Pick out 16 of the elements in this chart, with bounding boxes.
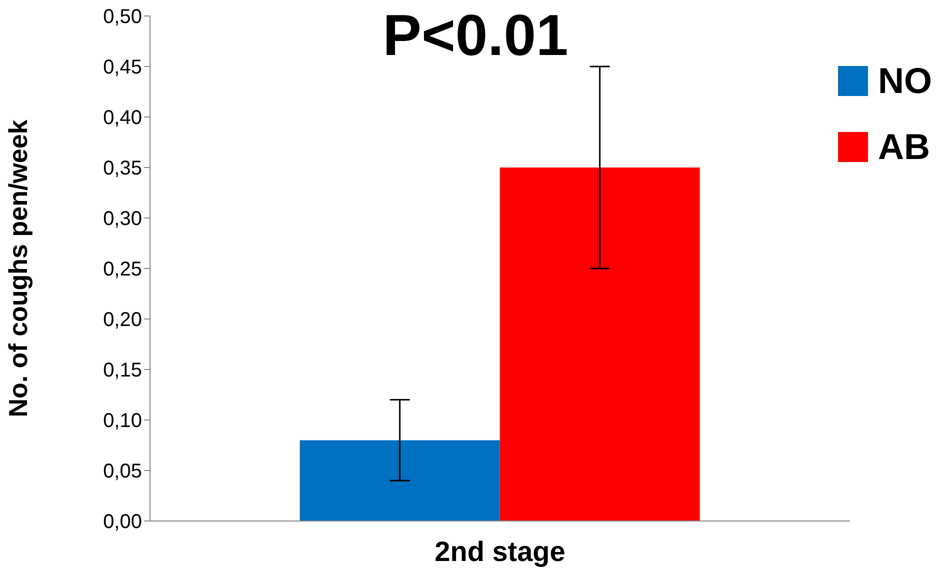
y-tick-label: 0,05 bbox=[103, 460, 142, 483]
y-tick-label: 0,00 bbox=[103, 511, 142, 534]
y-tick-label: 0,50 bbox=[103, 6, 142, 28]
legend-label: NO bbox=[878, 60, 932, 102]
y-tick-label: 0,30 bbox=[103, 208, 142, 230]
y-tick-label: 0,25 bbox=[103, 258, 142, 281]
legend-label: AB bbox=[878, 126, 930, 168]
y-axis-title: No. of coughs pen/week bbox=[3, 119, 34, 418]
y-tick-label: 0,35 bbox=[103, 158, 142, 180]
y-tick-label: 0,10 bbox=[103, 410, 142, 432]
y-tick-label: 0,40 bbox=[103, 107, 142, 130]
chart-title: P<0.01 bbox=[382, 2, 570, 69]
y-tick-label: 0,20 bbox=[103, 309, 142, 332]
y-tick-label: 0,15 bbox=[103, 360, 142, 382]
y-tick-label: 0,45 bbox=[103, 56, 142, 79]
x-tick-label: 2nd stage bbox=[434, 536, 566, 567]
